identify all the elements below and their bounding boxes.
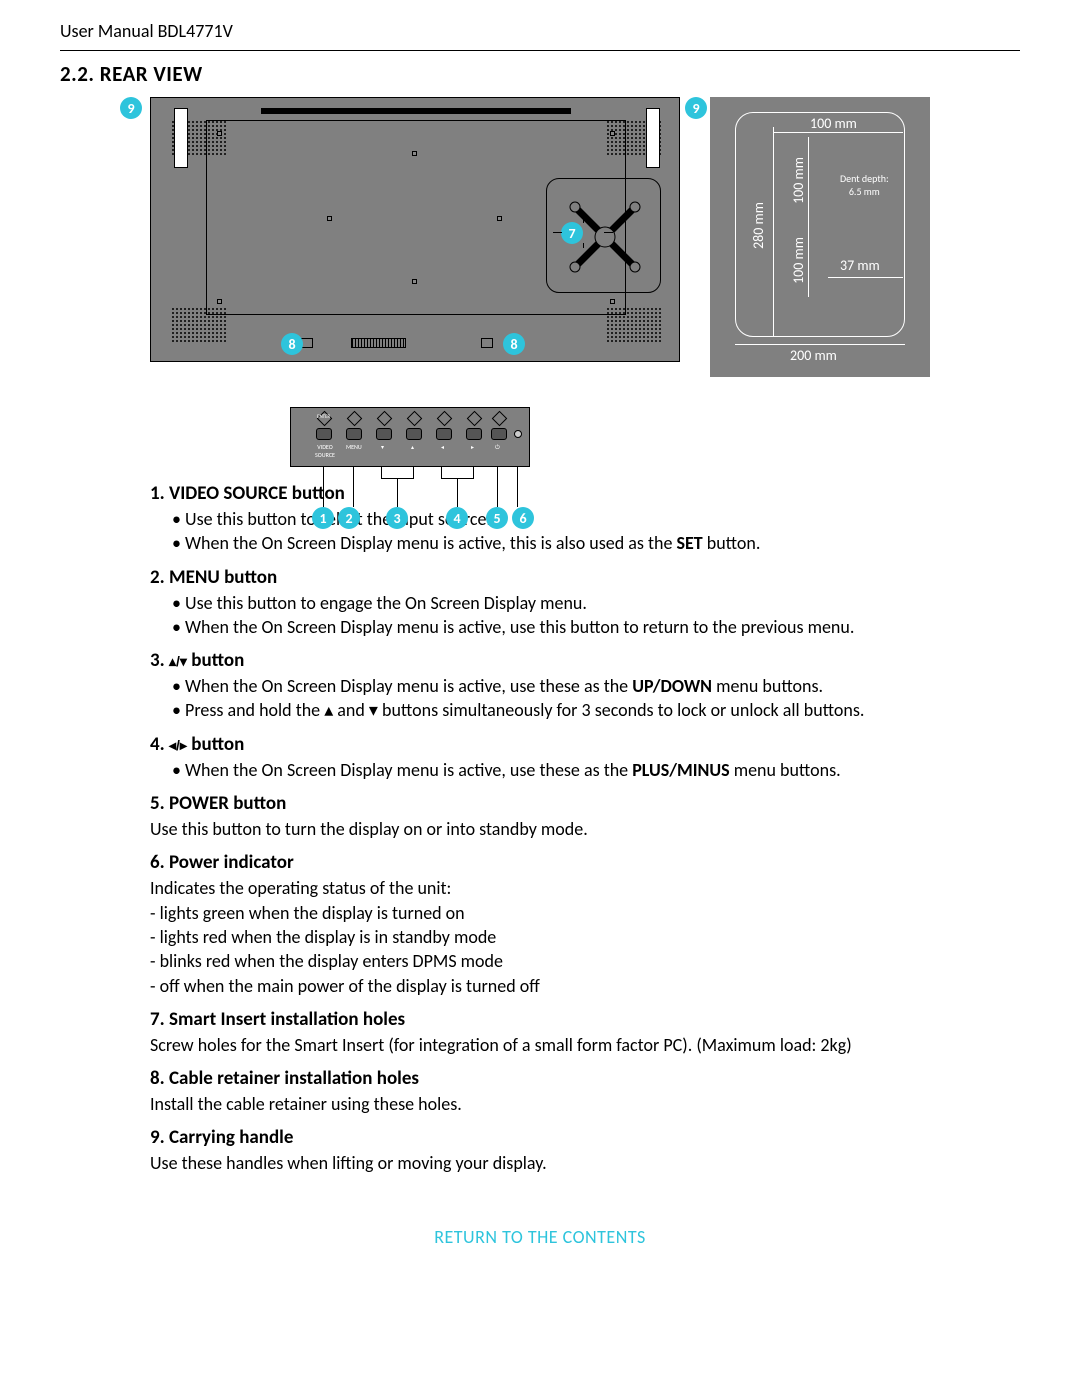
diagrams-row: 9: [150, 97, 1020, 377]
callout-5: 5: [486, 507, 508, 529]
callout-3: 3: [386, 507, 408, 529]
dim-280mm: 280 mm: [750, 202, 767, 249]
callout-2: 2: [338, 507, 360, 529]
item-body: Use this button to turn the display on o…: [150, 817, 1020, 841]
item-title: 4. ◂/▸ button: [150, 733, 1020, 756]
dim-100mm-b: 100 mm: [790, 237, 807, 284]
item-body: Install the cable retainer using these h…: [150, 1092, 1020, 1116]
item-body: • When the On Screen Display menu is act…: [150, 758, 1020, 782]
item-title: 7. Smart Insert installation holes: [150, 1008, 1020, 1031]
item-title: 8. Cable retainer installation holes: [150, 1067, 1020, 1090]
dent-depth: Dent depth: 6.5 mm: [840, 172, 889, 198]
item-title: 6. Power indicator: [150, 851, 1020, 874]
item-body: • Use this button to engage the On Scree…: [150, 591, 1020, 640]
return-to-contents-link[interactable]: RETURN TO THE CONTENTS: [60, 1226, 1020, 1248]
item-title: 9. Carrying handle: [150, 1126, 1020, 1149]
callout-8-left: 8: [281, 333, 303, 355]
item-title: 2. MENU button: [150, 566, 1020, 589]
item-body: • Use this button to select the input so…: [150, 507, 1020, 556]
item-body: • When the On Screen Display menu is act…: [150, 674, 1020, 723]
callout-4: 4: [446, 507, 468, 529]
callout-1: 1: [312, 507, 334, 529]
control-panel-diagram: ENTER VIDEOSOURCE MENU ▾ ▴ ◂ ▸ ⏻ 1 2 3 4…: [290, 407, 550, 467]
item-title: 5. POWER button: [150, 792, 1020, 815]
dim-100mm-a: 100 mm: [790, 157, 807, 204]
callout-6: 6: [512, 507, 534, 529]
dimensions-panel: 100 mm 100 mm 100 mm 280 mm 37 mm 200 mm…: [710, 97, 930, 377]
item-title: 1. VIDEO SOURCE button: [150, 482, 1020, 505]
item-list: 1. VIDEO SOURCE button• Use this button …: [150, 482, 1020, 1176]
callout-8-right: 8: [503, 333, 525, 355]
item-title: 3. ▴/▾ button: [150, 649, 1020, 672]
item-body: Screw holes for the Smart Insert (for in…: [150, 1033, 1020, 1057]
page-header: User Manual BDL4771V: [60, 20, 1020, 51]
callout-9-left: 9: [120, 97, 142, 119]
callout-9-right: 9: [685, 97, 707, 119]
header-title: User Manual BDL4771V: [60, 20, 233, 42]
rear-panel-diagram: 9: [150, 97, 680, 362]
section-title: 2.2. REAR VIEW: [60, 61, 1020, 87]
callout-7: 7: [561, 222, 583, 244]
dim-37mm: 37 mm: [840, 257, 880, 274]
dim-100mm-top: 100 mm: [810, 115, 857, 132]
item-body: Use these handles when lifting or moving…: [150, 1151, 1020, 1175]
dim-200mm: 200 mm: [790, 347, 837, 364]
item-body: Indicates the operating status of the un…: [150, 876, 1020, 997]
